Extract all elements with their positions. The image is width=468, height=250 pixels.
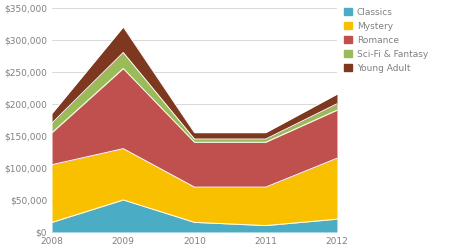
Legend: Classics, Mystery, Romance, Sci-Fi & Fantasy, Young Adult: Classics, Mystery, Romance, Sci-Fi & Fan… (344, 8, 428, 72)
